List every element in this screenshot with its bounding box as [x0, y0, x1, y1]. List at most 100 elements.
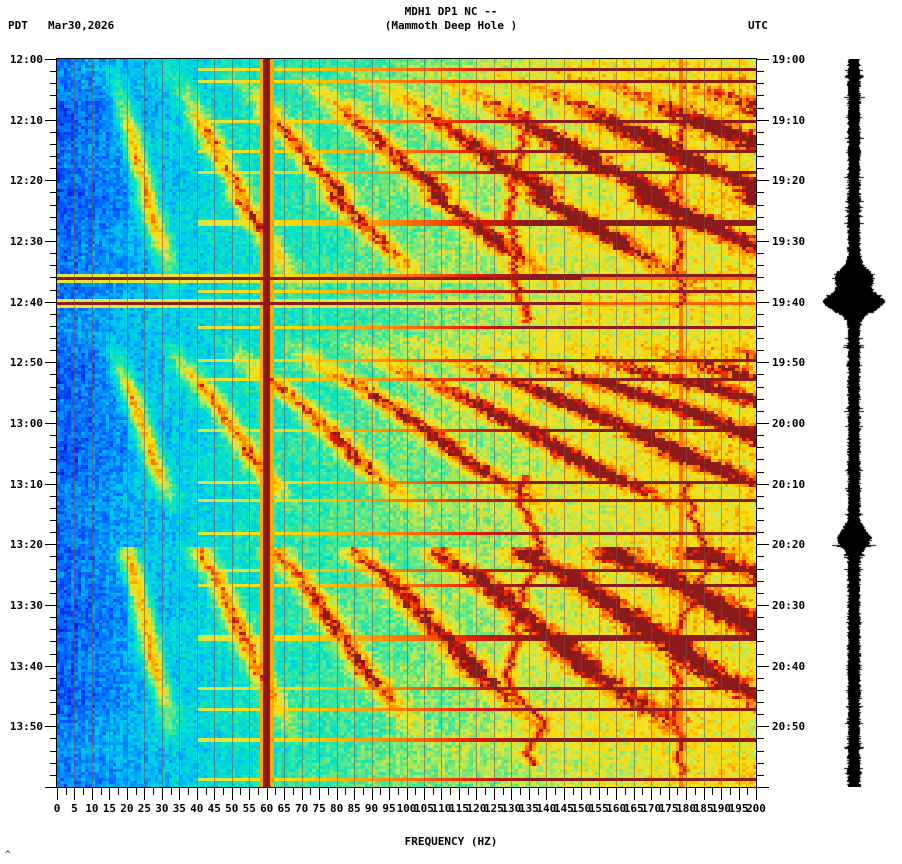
right-time-label: 19:50	[772, 356, 806, 369]
right-axis-minor-tick	[757, 192, 764, 193]
left-axis-minor-tick	[50, 617, 57, 618]
freq-axis-minor-tick	[118, 788, 119, 795]
right-axis-minor-tick	[757, 83, 764, 84]
right-axis-minor-tick	[757, 775, 764, 776]
freq-axis-major-tick	[249, 788, 250, 800]
freq-axis-minor-tick	[712, 788, 713, 795]
right-axis-minor-tick	[757, 629, 764, 630]
freq-axis-major-tick	[599, 788, 600, 800]
right-axis-minor-tick	[757, 702, 764, 703]
left-axis-minor-tick	[50, 71, 57, 72]
station-subtitle: (Mammoth Deep Hole )	[384, 19, 518, 32]
frequency-tick-label: 80	[329, 802, 344, 815]
amplitude-trace	[820, 59, 892, 787]
left-axis-minor-tick	[50, 205, 57, 206]
frequency-tick-label: 130	[501, 802, 522, 815]
freq-axis-minor-tick	[206, 788, 207, 795]
right-axis-minor-tick	[757, 277, 764, 278]
left-axis-minor-tick	[50, 678, 57, 679]
left-time-label: 12:20	[9, 174, 43, 187]
left-axis-minor-tick	[50, 338, 57, 339]
left-time-label: 12:00	[9, 53, 43, 66]
left-timezone-label: PDT	[8, 19, 28, 32]
freq-axis-minor-tick	[695, 788, 696, 795]
frequency-tick-label: 165	[623, 802, 644, 815]
freq-axis-major-tick	[494, 788, 495, 800]
right-time-label: 20:00	[772, 417, 806, 430]
left-time-label: 12:10	[9, 114, 43, 127]
freq-axis-minor-tick	[345, 788, 346, 795]
freq-axis-major-tick	[616, 788, 617, 800]
freq-axis-major-tick	[389, 788, 390, 800]
left-time-label: 13:20	[9, 538, 43, 551]
freq-axis-major-tick	[756, 788, 757, 800]
right-axis-major-tick	[757, 302, 769, 303]
right-axis-minor-tick	[757, 738, 764, 739]
frequency-tick-label: 40	[190, 802, 204, 815]
freq-axis-minor-tick	[573, 788, 574, 795]
right-axis-minor-tick	[757, 326, 764, 327]
frequency-tick-label: 120	[466, 802, 487, 815]
frequency-tick-label: 0	[53, 802, 61, 815]
freq-axis-major-tick	[529, 788, 530, 800]
freq-axis-major-tick	[214, 788, 215, 800]
left-axis-minor-tick	[50, 265, 57, 266]
right-axis-minor-tick	[757, 205, 764, 206]
right-axis-minor-tick	[757, 617, 764, 618]
left-axis-minor-tick	[50, 374, 57, 375]
left-axis-minor-tick	[50, 314, 57, 315]
freq-axis-minor-tick	[380, 788, 381, 795]
right-axis-minor-tick	[757, 532, 764, 533]
right-axis-minor-tick	[757, 95, 764, 96]
freq-axis-major-tick	[669, 788, 670, 800]
freq-axis-major-tick	[337, 788, 338, 800]
right-axis-minor-tick	[757, 496, 764, 497]
right-axis-minor-tick	[757, 508, 764, 509]
right-axis-minor-tick	[757, 593, 764, 594]
right-axis-major-tick	[757, 484, 769, 485]
right-axis-minor-tick	[757, 338, 764, 339]
frequency-tick-label: 140	[536, 802, 557, 815]
frequency-tick-label: 145	[553, 802, 574, 815]
left-axis-major-tick	[45, 484, 57, 485]
frequency-tick-label: 150	[571, 802, 592, 815]
frequency-tick-label: 115	[448, 802, 469, 815]
freq-axis-minor-tick	[101, 788, 102, 795]
frequency-tick-label: 65	[277, 802, 291, 815]
right-axis-major-tick	[757, 726, 769, 727]
freq-axis-minor-tick	[136, 788, 137, 795]
right-axis-minor-tick	[757, 132, 764, 133]
left-axis-minor-tick	[50, 751, 57, 752]
left-axis-major-tick	[45, 544, 57, 545]
right-timezone-label: UTC	[748, 19, 768, 32]
frequency-tick-label: 50	[225, 802, 239, 815]
frequency-tick-label: 125	[483, 802, 504, 815]
freq-axis-major-tick	[459, 788, 460, 800]
right-axis-minor-tick	[757, 374, 764, 375]
right-axis-minor-tick	[757, 156, 764, 157]
right-axis-minor-tick	[757, 678, 764, 679]
frequency-tick-label: 20	[120, 802, 134, 815]
frequency-tick-label: 170	[641, 802, 662, 815]
left-axis-minor-tick	[50, 654, 57, 655]
freq-axis-minor-tick	[310, 788, 311, 795]
left-axis-major-tick	[45, 787, 57, 788]
freq-axis-major-tick	[686, 788, 687, 800]
right-axis-minor-tick	[757, 751, 764, 752]
left-axis-minor-tick	[50, 690, 57, 691]
left-axis-major-tick	[45, 362, 57, 363]
frequency-tick-label: 195	[728, 802, 749, 815]
left-axis-minor-tick	[50, 229, 57, 230]
freq-axis-major-tick	[74, 788, 75, 800]
left-axis-minor-tick	[50, 593, 57, 594]
right-axis-minor-tick	[757, 459, 764, 460]
right-axis-minor-tick	[757, 569, 764, 570]
right-axis-minor-tick	[757, 229, 764, 230]
left-axis-major-tick	[45, 180, 57, 181]
left-axis-major-tick	[45, 59, 57, 60]
right-axis-major-tick	[757, 544, 769, 545]
frequency-tick-label: 100	[396, 802, 417, 815]
spectrogram-plot[interactable]	[57, 59, 756, 787]
left-axis-minor-tick	[50, 290, 57, 291]
